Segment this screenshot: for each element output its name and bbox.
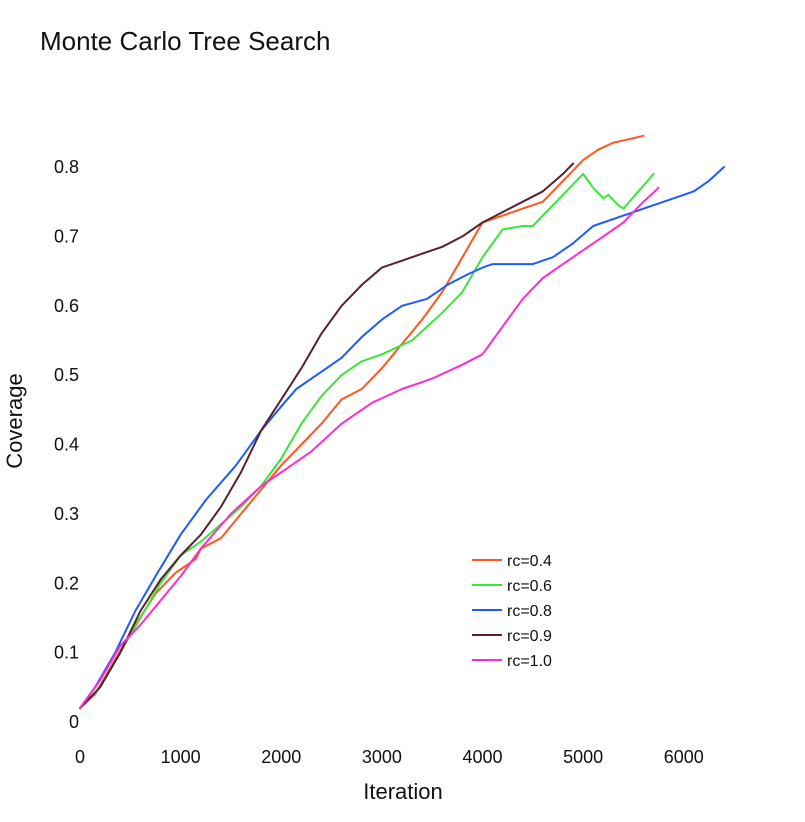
y-tick-label: 0.1 — [54, 643, 79, 663]
y-axis-label: Coverage — [2, 373, 27, 468]
y-tick-label: 0.6 — [54, 296, 79, 316]
y-tick-label: 0.8 — [54, 157, 79, 177]
plot-area — [79, 134, 725, 710]
legend-label: rc=0.9 — [507, 628, 552, 645]
y-tick-label: 0.2 — [54, 573, 79, 593]
x-axis-label: Iteration — [363, 779, 443, 804]
series-line-rc-0-6 — [79, 172, 655, 710]
legend-label: rc=0.8 — [507, 603, 552, 620]
y-tick-label: 0.7 — [54, 226, 79, 246]
legend-label: rc=1.0 — [507, 653, 552, 670]
legend-label: rc=0.4 — [507, 553, 552, 570]
x-tick-label: 4000 — [462, 747, 502, 767]
legend-label: rc=0.6 — [507, 578, 552, 595]
series-line-rc-0-9 — [79, 162, 575, 710]
x-tick-label: 5000 — [563, 747, 603, 767]
series-line-rc-1-0 — [79, 186, 660, 710]
y-tick-label: 0.5 — [54, 365, 79, 385]
x-tick-label: 6000 — [664, 747, 704, 767]
y-axis-ticks: 0 0.1 0.2 0.3 0.4 0.5 0.6 0.7 0.8 — [54, 157, 79, 732]
legend: rc=0.4 rc=0.6 rc=0.8 rc=0.9 rc=1.0 — [472, 553, 552, 670]
x-tick-label: 2000 — [261, 747, 301, 767]
x-tick-label: 1000 — [161, 747, 201, 767]
y-tick-label: 0 — [69, 712, 79, 732]
series-line-rc-0-4 — [79, 134, 645, 710]
chart-title: Monte Carlo Tree Search — [40, 26, 330, 56]
x-axis-ticks: 0 1000 2000 3000 4000 5000 6000 — [75, 747, 704, 767]
y-tick-label: 0.3 — [54, 504, 79, 524]
x-tick-label: 0 — [75, 747, 85, 767]
series-line-rc-0-8 — [79, 166, 725, 710]
y-tick-label: 0.4 — [54, 435, 79, 455]
x-tick-label: 3000 — [362, 747, 402, 767]
